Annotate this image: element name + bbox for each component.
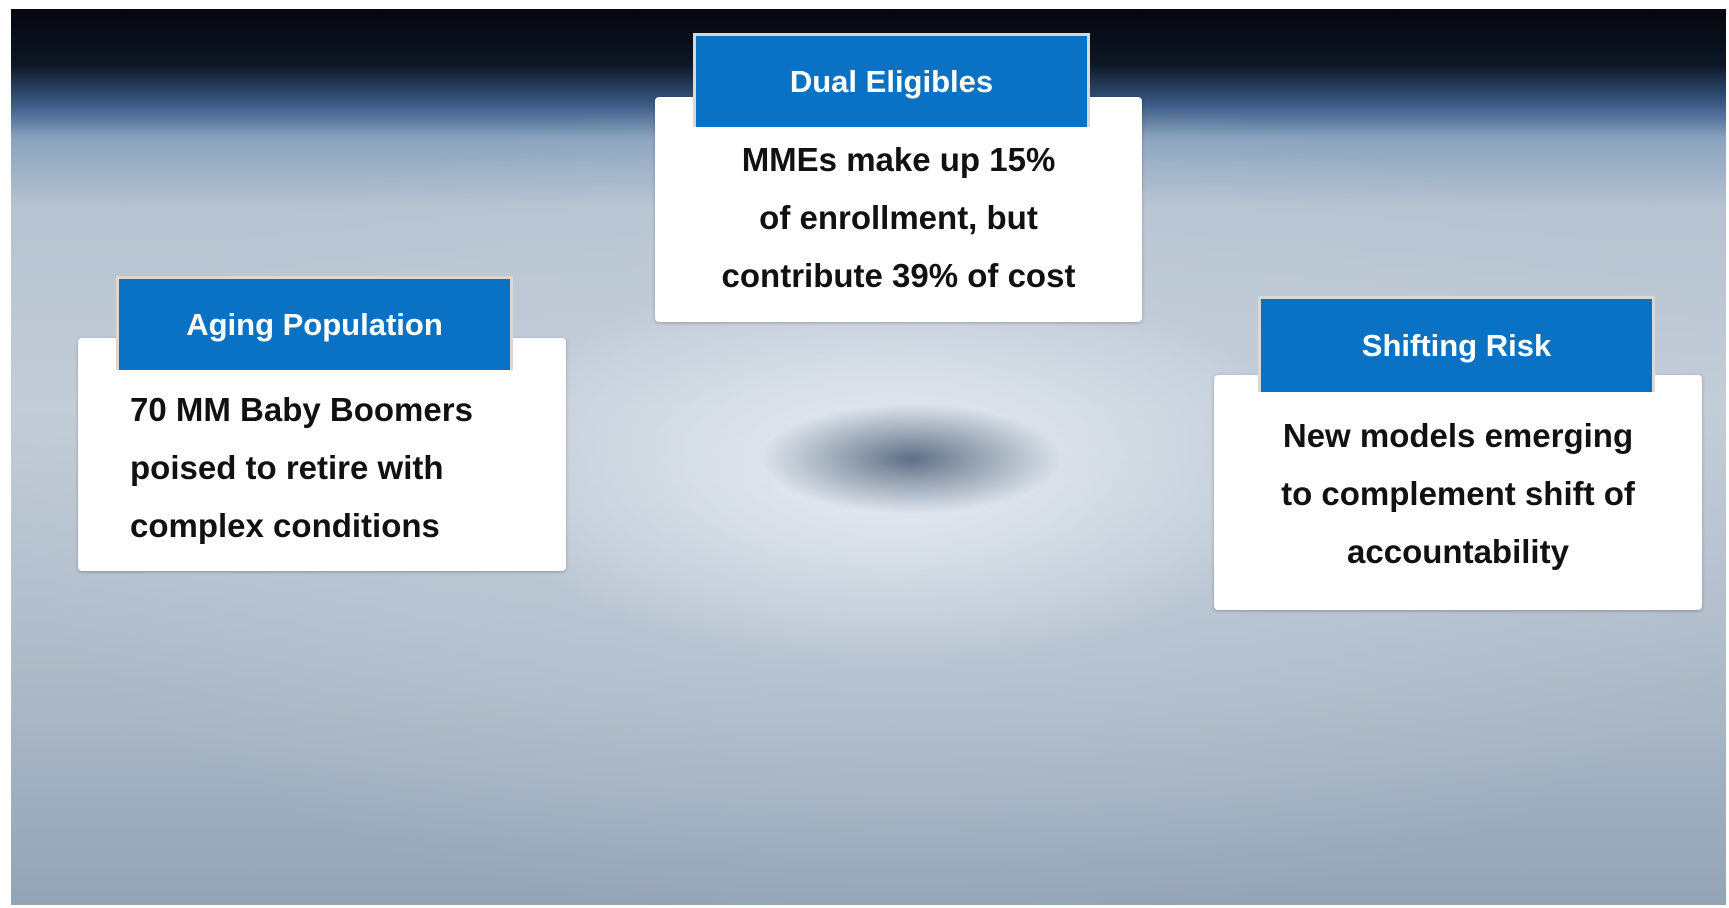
info-card xyxy=(1214,375,1702,610)
card-text: contribute 39% of cost xyxy=(721,257,1076,294)
card-text: complex conditions xyxy=(130,507,440,544)
card-text: to complement shift of xyxy=(1281,475,1635,512)
info-card xyxy=(655,97,1142,322)
card-header: Dual Eligibles xyxy=(693,33,1090,127)
card-text: of enrollment, but xyxy=(759,199,1038,236)
card-text: 70 MM Baby Boomers xyxy=(130,391,473,428)
card-header: Shifting Risk xyxy=(1258,296,1655,392)
card-header: Aging Population xyxy=(116,276,513,370)
card-text: accountability xyxy=(1347,533,1569,570)
card-text: poised to retire with xyxy=(130,449,444,486)
card-text: MMEs make up 15% xyxy=(741,141,1056,178)
info-card xyxy=(78,338,566,571)
card-text: New models emerging xyxy=(1282,417,1634,454)
